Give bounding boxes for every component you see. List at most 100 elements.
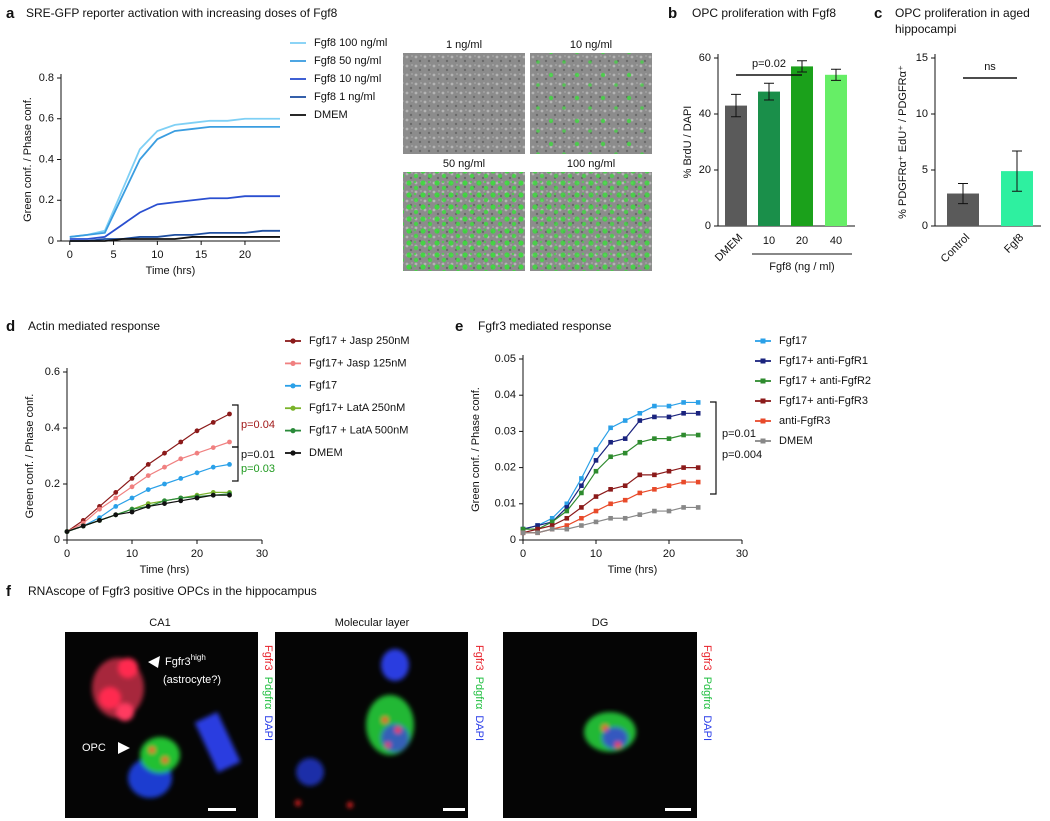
marker: [666, 468, 672, 474]
marker: [666, 436, 672, 441]
marker: [652, 472, 657, 478]
marker: [194, 470, 200, 476]
marker: [593, 494, 599, 499]
legend-label: anti-FgfR3: [779, 415, 830, 427]
marker: [145, 462, 151, 467]
x-tick-label: 20: [796, 235, 808, 247]
x-tick-label: 15: [195, 249, 207, 261]
legend-label: Fgf17+ Jasp 125nM: [309, 357, 407, 369]
legend-label: DMEM: [314, 109, 348, 121]
y-tick-label: 60: [699, 52, 711, 64]
marker: [210, 464, 216, 470]
legend-marker: [760, 418, 766, 424]
legend-label: Fgf17 + LatA 500nM: [309, 425, 408, 437]
marker: [695, 479, 701, 485]
arrow: [148, 656, 160, 668]
marker: [145, 473, 151, 478]
marker: [549, 515, 555, 521]
channel-label: Pdgfrα: [473, 677, 485, 710]
y-axis-label: % PDGFRα⁺ EdU⁺ / PDGFRα⁺: [897, 65, 909, 219]
marker: [579, 523, 584, 528]
marker: [227, 411, 232, 417]
y-axis-label: Green conf. / Phase conf.: [22, 97, 34, 222]
marker: [681, 465, 686, 470]
callout-main: Fgfr3: [165, 656, 191, 668]
marker: [113, 504, 119, 509]
x-tick-label: 0: [64, 548, 70, 560]
panel-letter: e: [455, 318, 463, 335]
bracket: [710, 401, 717, 495]
channel-label: Fgfr3: [701, 645, 713, 671]
panel-letter: a: [6, 5, 15, 22]
bracket: [232, 446, 239, 482]
bracket: [232, 404, 239, 448]
marker: [129, 476, 135, 481]
legend-marker: [760, 378, 766, 384]
callout-sup: high: [191, 653, 206, 662]
panel-title: RNAscope of Fgfr3 positive OPCs in the h…: [28, 584, 317, 598]
marker: [681, 400, 686, 405]
x-tick-label: 30: [256, 548, 268, 560]
marker: [535, 530, 540, 536]
bar: [758, 91, 780, 226]
annotation: ns: [984, 61, 996, 73]
marker: [210, 492, 216, 498]
marker: [608, 501, 613, 507]
marker: [178, 476, 184, 481]
legend-label: DMEM: [309, 447, 343, 459]
bar: [791, 66, 813, 227]
panel-title: Actin mediated response: [28, 319, 160, 333]
image-overlay: [530, 172, 652, 271]
panel-letter: b: [668, 5, 677, 22]
marker: [608, 439, 613, 445]
series-line: [69, 117, 280, 238]
marker: [113, 512, 119, 518]
callout: Fgfr3high: [165, 653, 206, 668]
marker: [695, 465, 701, 470]
y-tick-label: 0.8: [39, 72, 54, 84]
marker: [593, 519, 599, 525]
y-tick-label: 0: [48, 235, 54, 247]
legend-marker: [290, 383, 296, 389]
marker: [637, 512, 643, 517]
marker: [178, 439, 184, 445]
panel-title: OPC proliferation in aged: [895, 6, 1030, 20]
rnascope-panel: f RNAscope of Fgfr3 positive OPCs in the…: [6, 583, 697, 818]
image-label: 100 ng/ml: [567, 158, 615, 170]
y-tick-label: 0: [922, 220, 928, 232]
y-tick-label: 0.2: [39, 194, 54, 206]
annotation: p=0.004: [722, 449, 762, 461]
marker: [622, 483, 628, 488]
channel-label: DAPI: [701, 715, 713, 741]
x-tick-label: 20: [191, 548, 203, 560]
image-label: 10 ng/ml: [570, 39, 612, 51]
legend-label: Fgf8 10 ng/ml: [314, 73, 381, 85]
marker: [535, 526, 540, 532]
callout-note: (astrocyte?): [163, 674, 221, 686]
marker: [80, 523, 86, 529]
marker: [145, 504, 151, 509]
marker: [520, 526, 526, 532]
legend-marker: [290, 450, 296, 456]
y-tick-label: 0: [705, 220, 711, 232]
series-line: [69, 126, 280, 238]
y-tick-label: 0.4: [45, 422, 60, 434]
marker: [162, 501, 167, 506]
panel-title: Fgfr3 mediated response: [478, 319, 612, 333]
series-line: [66, 441, 230, 533]
y-tick-label: 20: [699, 164, 711, 176]
marker: [549, 519, 555, 525]
y-tick-label: 0.4: [39, 153, 54, 165]
x-tick-label: 20: [663, 548, 675, 560]
y-tick-label: 0.03: [495, 425, 516, 437]
marker: [622, 450, 628, 456]
legend-label: Fgf17 + Jasp 250nM: [309, 335, 410, 347]
x-tick-label: 0: [520, 548, 526, 560]
marker: [210, 420, 216, 425]
legend-marker: [290, 338, 296, 344]
x-tick-label: 5: [110, 249, 116, 261]
legend-label: Fgf17+ anti-FgfR1: [779, 355, 868, 367]
marker: [622, 436, 628, 441]
marker: [579, 515, 584, 521]
marker: [593, 508, 599, 514]
